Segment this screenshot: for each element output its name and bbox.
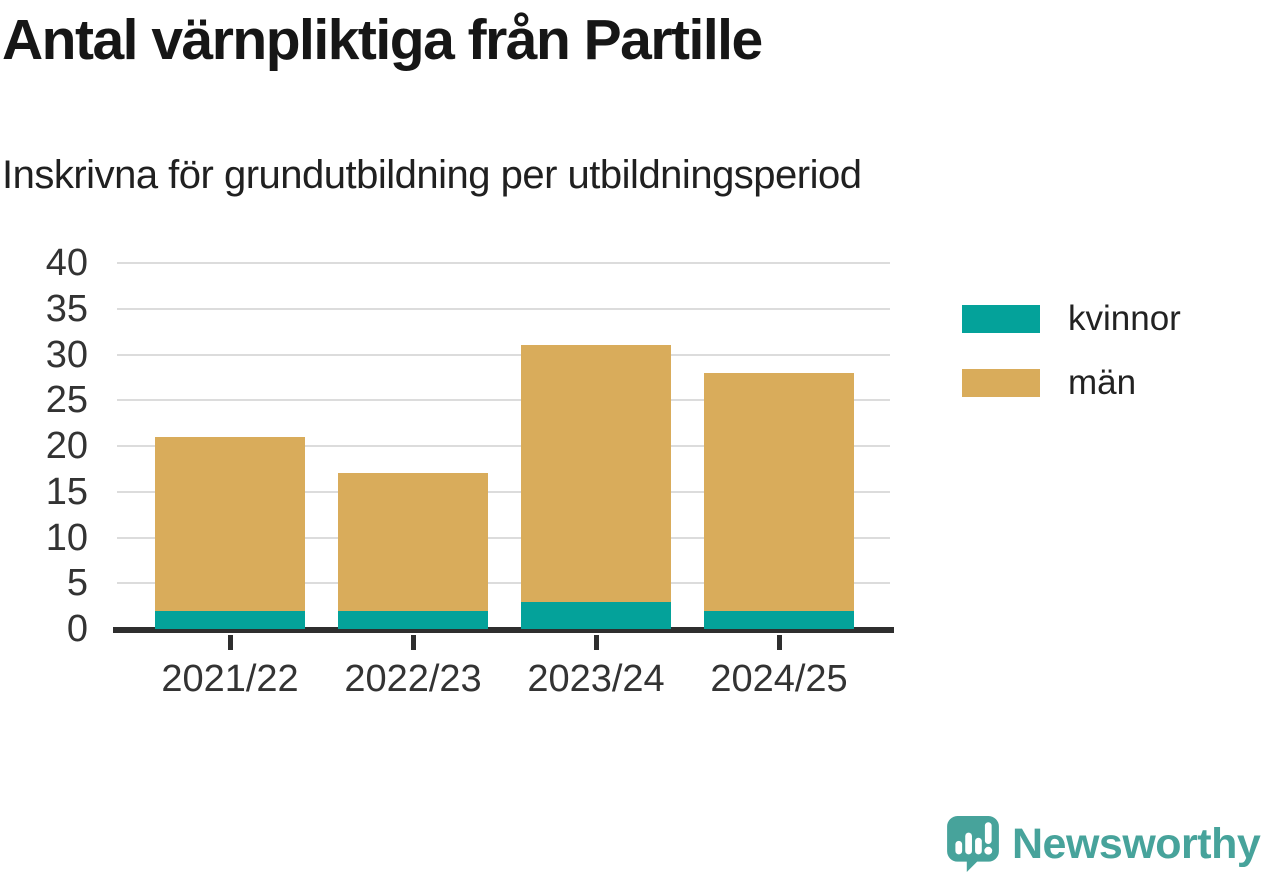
y-tick-label-0: 0 [66, 608, 88, 650]
legend-item-kvinnor: kvinnor [962, 301, 1181, 336]
y-tick-label-40: 40 [45, 242, 88, 284]
y-tick-label-25: 25 [45, 379, 88, 422]
gridline-5 [117, 582, 890, 585]
plot-area: 2021/22 2022/23 2023/24 2024/25 [113, 262, 894, 700]
x-tick-2022/23 [410, 635, 416, 650]
y-tick-label-35: 35 [45, 287, 88, 330]
gridline-20 [117, 445, 890, 447]
y-tick-label-5: 5 [66, 562, 88, 605]
newsworthy-speech-bubble-bar-chart-icon [947, 816, 999, 872]
legend: kvinnor män [962, 301, 1181, 429]
bar-2021/22-man-segment [155, 436, 305, 611]
bar-2021/22-kvinnor-segment [155, 610, 305, 629]
bar-2022/23-kvinnor-segment [338, 610, 488, 629]
newsworthy-logo-text: Newsworthy [1012, 819, 1261, 868]
x-tick-2024/25 [776, 635, 782, 650]
legend-swatch-kvinnor [962, 304, 1040, 333]
x-tick-label-2023/24: 2023/24 [527, 658, 665, 700]
y-tick-label-20: 20 [45, 425, 88, 467]
gridline-35 [117, 307, 890, 310]
y-tick-label-30: 30 [45, 333, 88, 376]
gridline-25 [117, 399, 890, 402]
newsworthy-logo: Newsworthy [946, 815, 1261, 873]
legend-swatch-män [962, 368, 1040, 397]
gridline-30 [117, 353, 890, 356]
gridline-40 [117, 262, 890, 264]
legend-label-män: män [1068, 363, 1137, 402]
x-tick-label-2022/23: 2022/23 [344, 658, 482, 700]
chart-title: Antal värnpliktiga från Partille [2, 8, 763, 72]
y-tick-label-15: 15 [45, 470, 88, 513]
x-tick-label-2024/25: 2024/25 [710, 658, 848, 700]
y-tick-label-10: 10 [45, 516, 88, 559]
x-axis-line [113, 627, 894, 633]
bar-2023/24-man-segment [521, 345, 671, 602]
legend-item-män: män [962, 365, 1181, 400]
chart-subtitle: Inskrivna för grundutbildning per utbild… [2, 153, 862, 197]
legend-label-kvinnor: kvinnor [1068, 299, 1181, 338]
x-tick-label-2021/22: 2021/22 [161, 658, 299, 700]
bar-2022/23-man-segment [338, 473, 488, 611]
bar-2024/25-man-segment [704, 372, 854, 611]
bar-2024/25-kvinnor-segment [704, 610, 854, 629]
bar-2023/24-kvinnor-segment [521, 601, 671, 629]
x-tick-2021/22 [227, 635, 233, 650]
gridline-15 [117, 490, 890, 493]
gridline-10 [117, 536, 890, 539]
x-tick-2023/24 [593, 635, 599, 650]
